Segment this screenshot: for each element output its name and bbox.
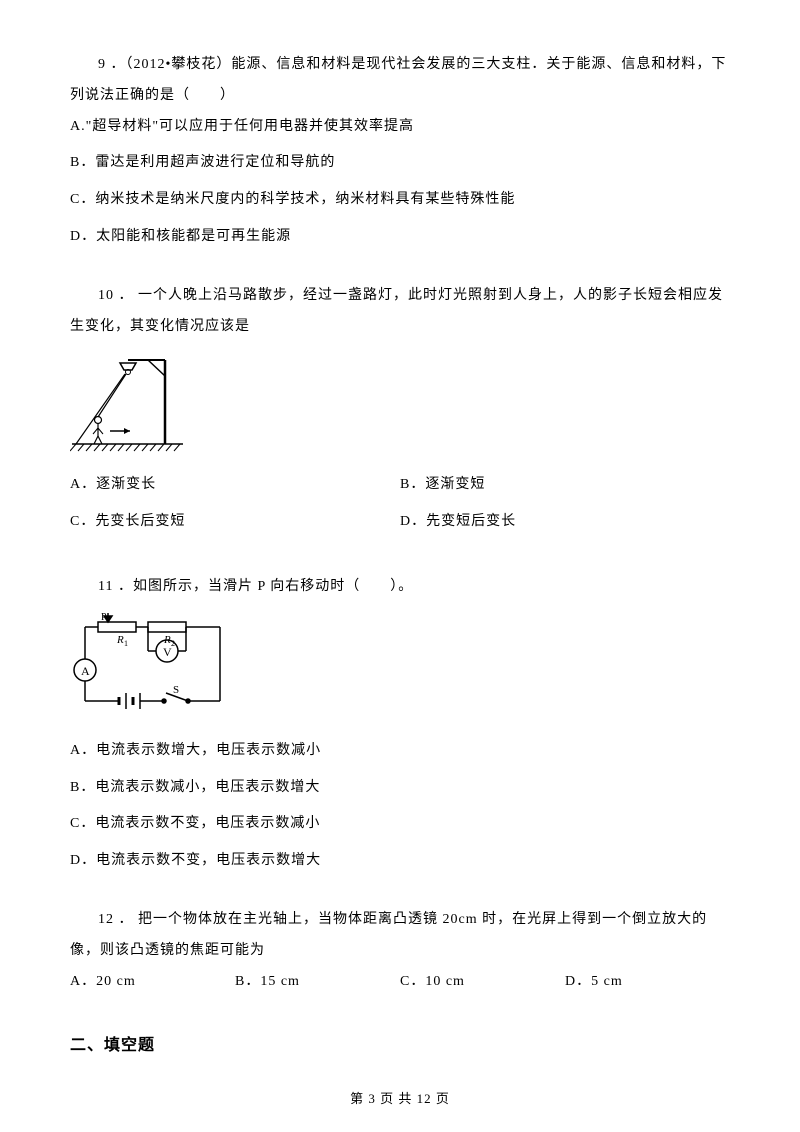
q9-opt-d: D．太阳能和核能都是可再生能源 xyxy=(70,222,730,253)
q9-opt-b: B．雷达是利用超声波进行定位和导航的 xyxy=(70,148,730,179)
q9-opt-c: C．纳米技术是纳米尺度内的科学技术，纳米材料具有某些特殊性能 xyxy=(70,185,730,216)
q9-stem: 9 ．（2012•攀枝花）能源、信息和材料是现代社会发展的三大支柱．关于能源、信… xyxy=(70,50,730,112)
q11-opt-a: A．电流表示数增大，电压表示数减小 xyxy=(70,736,730,767)
q10-opt-c: C．先变长后变短 xyxy=(70,507,400,538)
q11-opt-c: C．电流表示数不变，电压表示数减小 xyxy=(70,809,730,840)
q11-opt-b: B．电流表示数减小，电压表示数增大 xyxy=(70,773,730,804)
q10-figure xyxy=(70,352,730,452)
question-11: 11 ．如图所示，当滑片 P 向右移动时（ ）。 xyxy=(70,572,730,877)
question-12: 12 ． 把一个物体放在主光轴上，当物体距离凸透镜 20cm 时，在光屏上得到一… xyxy=(70,905,730,1003)
q10-stem: 10 ． 一个人晚上沿马路散步，经过一盏路灯，此时灯光照射到人身上，人的影子长短… xyxy=(70,281,730,343)
page-footer: 第 3 页 共 12 页 xyxy=(0,1088,800,1107)
label-switch: S xyxy=(173,684,179,696)
label-voltmeter: V xyxy=(163,645,172,659)
q10-opt-d: D．先变短后变长 xyxy=(400,507,730,538)
q12-opt-b: B．15 cm xyxy=(235,967,400,998)
q11-stem: 11 ．如图所示，当滑片 P 向右移动时（ ）。 xyxy=(70,572,730,603)
question-9: 9 ．（2012•攀枝花）能源、信息和材料是现代社会发展的三大支柱．关于能源、信… xyxy=(70,50,730,253)
q10-opt-b: B．逐渐变短 xyxy=(400,470,730,501)
q12-opt-d: D．5 cm xyxy=(565,967,730,998)
q9-opt-a: A."超导材料"可以应用于任何用电器并使其效率提高 xyxy=(70,112,730,143)
q10-opt-a: A．逐渐变长 xyxy=(70,470,400,501)
circuit-diagram: P R 1 R 2 A V S xyxy=(70,613,235,718)
label-p: P xyxy=(101,613,107,623)
q11-figure: P R 1 R 2 A V S xyxy=(70,613,730,718)
q12-options: A．20 cm B．15 cm C．10 cm D．5 cm xyxy=(70,967,730,1004)
q12-opt-a: A．20 cm xyxy=(70,967,235,998)
label-r1: R xyxy=(116,634,124,646)
q12-stem: 12 ． 把一个物体放在主光轴上，当物体距离凸透镜 20cm 时，在光屏上得到一… xyxy=(70,905,730,967)
q12-opt-c: C．10 cm xyxy=(400,967,565,998)
section-2-title: 二、填空题 xyxy=(70,1031,730,1055)
question-10: 10 ． 一个人晚上沿马路散步，经过一盏路灯，此时灯光照射到人身上，人的影子长短… xyxy=(70,281,730,544)
streetlight-diagram xyxy=(70,352,185,452)
q10-options: A．逐渐变长 B．逐渐变短 C．先变长后变短 D．先变短后变长 xyxy=(70,470,730,544)
svg-text:1: 1 xyxy=(124,639,128,648)
q11-opt-d: D．电流表示数不变，电压表示数增大 xyxy=(70,846,730,877)
label-ammeter: A xyxy=(81,664,90,678)
